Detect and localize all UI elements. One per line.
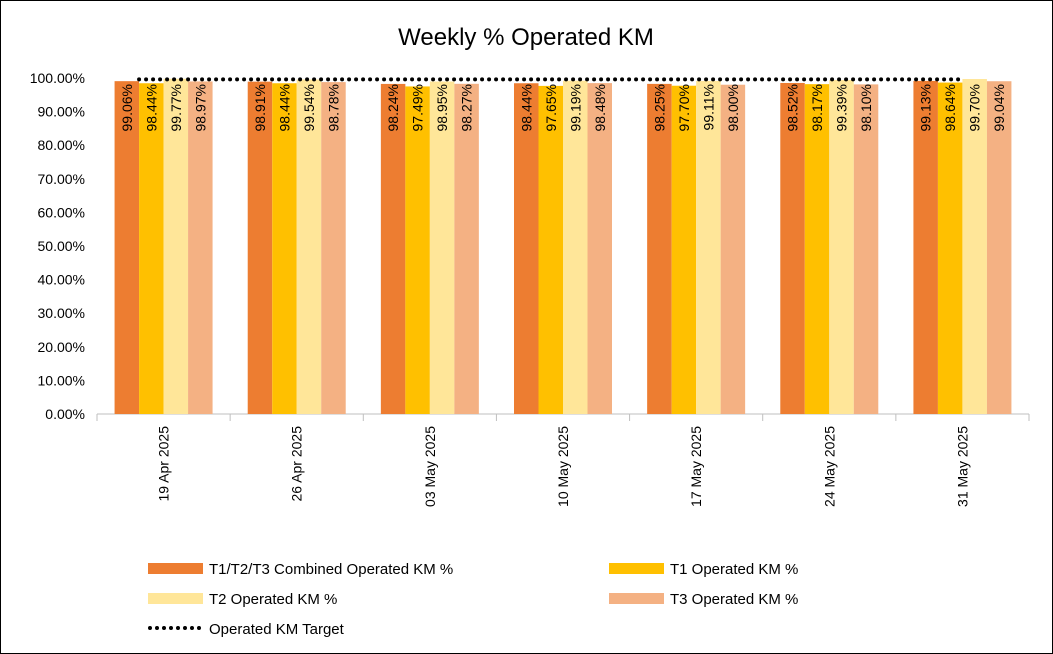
legend-swatch — [148, 593, 203, 604]
data-label: 97.65% — [543, 84, 559, 131]
x-tick-label: 17 May 2025 — [688, 426, 704, 507]
data-labels: 99.06% 98.91% 98.24% 98.44% 98.25% 98.52% 99.1… — [119, 84, 1007, 131]
data-label: 98.27% — [459, 84, 475, 131]
y-tick-label: 80.00% — [38, 137, 85, 153]
bar — [780, 82, 805, 414]
legend-swatch — [609, 593, 664, 604]
bar — [587, 83, 612, 414]
bar — [937, 82, 963, 414]
data-label: 98.48% — [592, 84, 608, 131]
y-tick-label: 0.00% — [45, 406, 85, 422]
bar — [829, 80, 854, 415]
legend-label: T1/T2/T3 Combined Operated KM % — [209, 561, 453, 578]
bar — [962, 79, 987, 415]
x-tick-label: 31 May 2025 — [954, 426, 970, 507]
data-label: 99.70% — [967, 84, 983, 131]
legend-swatch — [148, 563, 203, 574]
legend-swatch — [609, 563, 664, 574]
data-label: 99.11% — [700, 84, 716, 130]
legend-label: Operated KM Target — [209, 621, 345, 638]
data-label: 98.10% — [858, 84, 874, 131]
data-label: 97.49% — [410, 84, 426, 131]
bar — [188, 81, 213, 414]
legend: T1/T2/T3 Combined Operated KM % T1 Operat… — [148, 561, 798, 638]
x-tick-label: 19 Apr 2025 — [156, 426, 172, 502]
data-label: 99.54% — [301, 84, 317, 131]
data-label: 98.44% — [276, 84, 292, 131]
y-tick-label: 30.00% — [38, 305, 85, 321]
bar — [696, 80, 721, 414]
bar — [405, 86, 430, 415]
data-label: 97.70% — [676, 84, 692, 131]
y-tick-label: 10.00% — [38, 372, 85, 388]
legend-label: T3 Operated KM % — [670, 591, 798, 608]
bar — [139, 83, 164, 414]
data-label: 98.44% — [518, 84, 534, 131]
legend-label: T2 Operated KM % — [209, 591, 337, 608]
bar — [114, 81, 140, 415]
bar — [380, 83, 406, 414]
bar — [853, 84, 879, 414]
bar — [429, 81, 455, 414]
bar — [454, 83, 479, 414]
data-label: 99.77% — [168, 84, 184, 131]
bar — [671, 85, 697, 414]
bar — [247, 81, 273, 414]
data-label: 99.13% — [918, 84, 934, 131]
bar — [272, 83, 297, 414]
bar — [804, 84, 830, 414]
bars — [114, 78, 1012, 415]
data-label: 99.04% — [991, 84, 1007, 131]
y-tick-label: 90.00% — [38, 104, 85, 120]
data-label: 98.97% — [192, 84, 208, 131]
bar — [647, 83, 672, 414]
bar — [296, 79, 322, 415]
data-label: 99.39% — [834, 84, 850, 131]
data-label: 98.44% — [143, 84, 159, 131]
data-label: 98.78% — [325, 84, 341, 131]
y-tick-label: 50.00% — [38, 238, 85, 254]
bar — [514, 83, 539, 414]
x-tick-label: 24 May 2025 — [821, 426, 837, 507]
data-label: 98.52% — [785, 84, 801, 131]
bar — [720, 84, 746, 414]
data-label: 98.24% — [385, 84, 401, 131]
bar — [563, 80, 588, 414]
bar — [986, 81, 1012, 415]
y-tick-label: 100.00% — [30, 70, 85, 86]
data-label: 99.06% — [119, 84, 135, 131]
chart-title: Weekly % Operated KM — [398, 24, 654, 51]
data-label: 99.19% — [567, 84, 583, 131]
legend-label: T1 Operated KM % — [670, 561, 798, 578]
bar — [163, 78, 189, 414]
data-label: 98.91% — [252, 84, 268, 131]
data-label: 98.64% — [942, 84, 958, 131]
y-tick-label: 60.00% — [38, 204, 85, 220]
bar — [321, 82, 346, 415]
data-label: 98.25% — [651, 84, 667, 131]
x-tick-label: 26 Apr 2025 — [289, 426, 305, 502]
data-label: 98.95% — [434, 84, 450, 131]
bar — [913, 80, 938, 414]
y-tick-label: 40.00% — [38, 272, 85, 288]
bar — [538, 85, 563, 415]
data-label: 98.17% — [809, 84, 825, 131]
data-label: 98.00% — [725, 84, 741, 131]
y-tick-label: 20.00% — [38, 339, 85, 355]
y-tick-label: 70.00% — [38, 171, 85, 187]
x-tick-label: 10 May 2025 — [555, 426, 571, 507]
x-tick-label: 03 May 2025 — [422, 426, 438, 507]
